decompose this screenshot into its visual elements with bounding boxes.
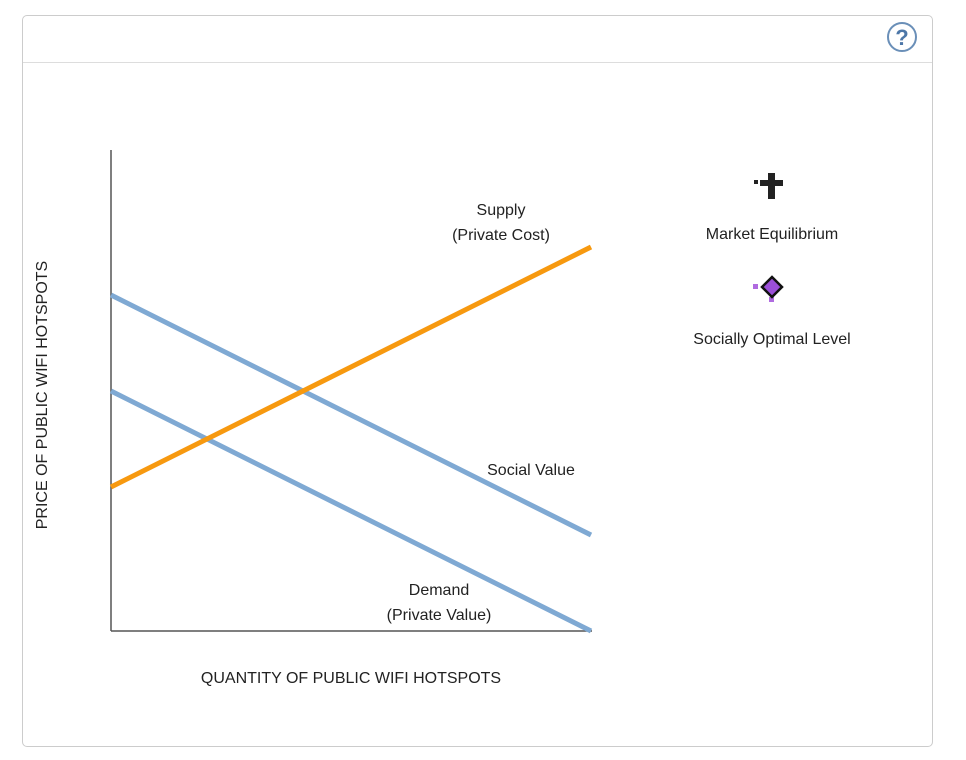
series-label: Supply (Private Cost) xyxy=(452,202,550,244)
series-label: Demand (Private Value) xyxy=(386,582,492,624)
series-line xyxy=(109,244,593,490)
socially-optimal-icon[interactable] xyxy=(753,275,784,302)
series-label: Social Value xyxy=(487,462,575,479)
series-line xyxy=(109,388,593,634)
x-axis-label: QUANTITY OF PUBLIC WIFI HOTSPOTS xyxy=(200,670,502,687)
series-line xyxy=(109,292,593,538)
market-equilibrium-icon[interactable] xyxy=(754,173,783,199)
tool-label[interactable]: Socially Optimal Level xyxy=(693,331,851,348)
help-button[interactable]: ? xyxy=(887,22,917,52)
tool-label[interactable]: Market Equilibrium xyxy=(705,226,839,243)
header-divider xyxy=(23,62,932,63)
y-axis-label: PRICE OF PUBLIC WIFI HOTSPOTS xyxy=(34,260,51,530)
graph-panel: ? xyxy=(22,15,933,747)
